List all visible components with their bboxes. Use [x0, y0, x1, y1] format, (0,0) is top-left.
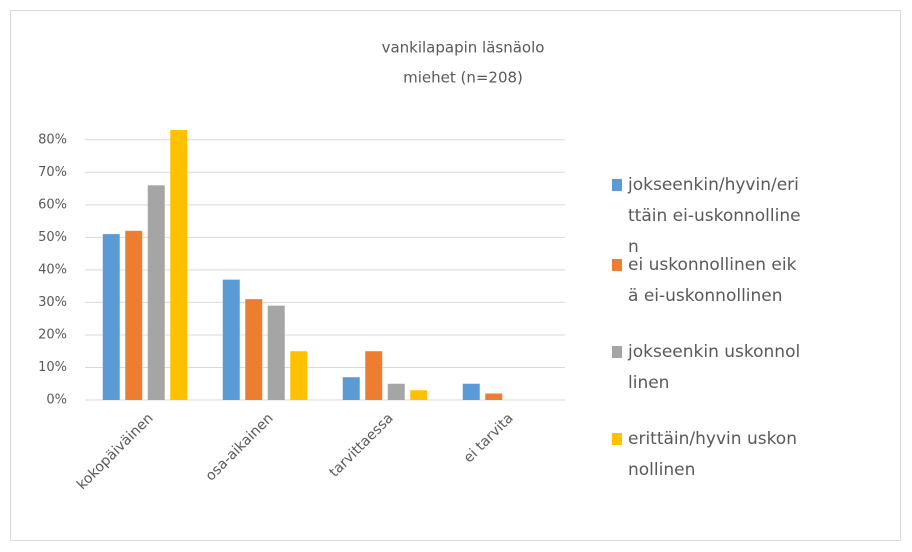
- y-tick-label: 40%: [38, 262, 67, 277]
- y-tick-label: 10%: [38, 360, 67, 375]
- y-tick-label: 30%: [38, 295, 67, 310]
- y-tick-label: 20%: [38, 327, 67, 342]
- bar: [387, 383, 405, 400]
- legend-label: jokseenkin uskonnollinen: [628, 342, 801, 393]
- bar: [245, 299, 263, 400]
- legend-swatch: [612, 346, 622, 358]
- y-tick-label: 80%: [38, 132, 67, 147]
- bar: [267, 305, 285, 400]
- y-tick-label: 70%: [38, 165, 67, 180]
- bar: [222, 279, 240, 400]
- y-tick-label: 60%: [38, 197, 67, 212]
- bar: [365, 351, 383, 400]
- legend-label: jokseenkin/hyvin/erittäin ei-uskonnollin…: [628, 175, 801, 257]
- y-tick-label: 50%: [38, 230, 67, 245]
- bar: [485, 393, 503, 400]
- bar: [147, 185, 165, 400]
- bar: [125, 230, 143, 400]
- bar: [462, 383, 480, 400]
- bar: [102, 234, 120, 400]
- legend-label: ei uskonnollinen eikä ei-uskonnollinen: [628, 255, 797, 306]
- legend-swatch: [612, 433, 622, 445]
- legend-swatch: [612, 179, 622, 191]
- bar: [290, 351, 308, 400]
- bar: [342, 377, 360, 400]
- y-tick-label: 0%: [46, 393, 67, 408]
- legend-label: erittäin/hyvin uskonnollinen: [628, 429, 797, 480]
- legend-swatch: [612, 259, 622, 271]
- bar: [170, 130, 188, 400]
- chart-subtitle: miehet (n=208): [403, 69, 523, 87]
- bar: [410, 390, 428, 400]
- chart-title: vankilapapin läsnäolo: [382, 39, 545, 57]
